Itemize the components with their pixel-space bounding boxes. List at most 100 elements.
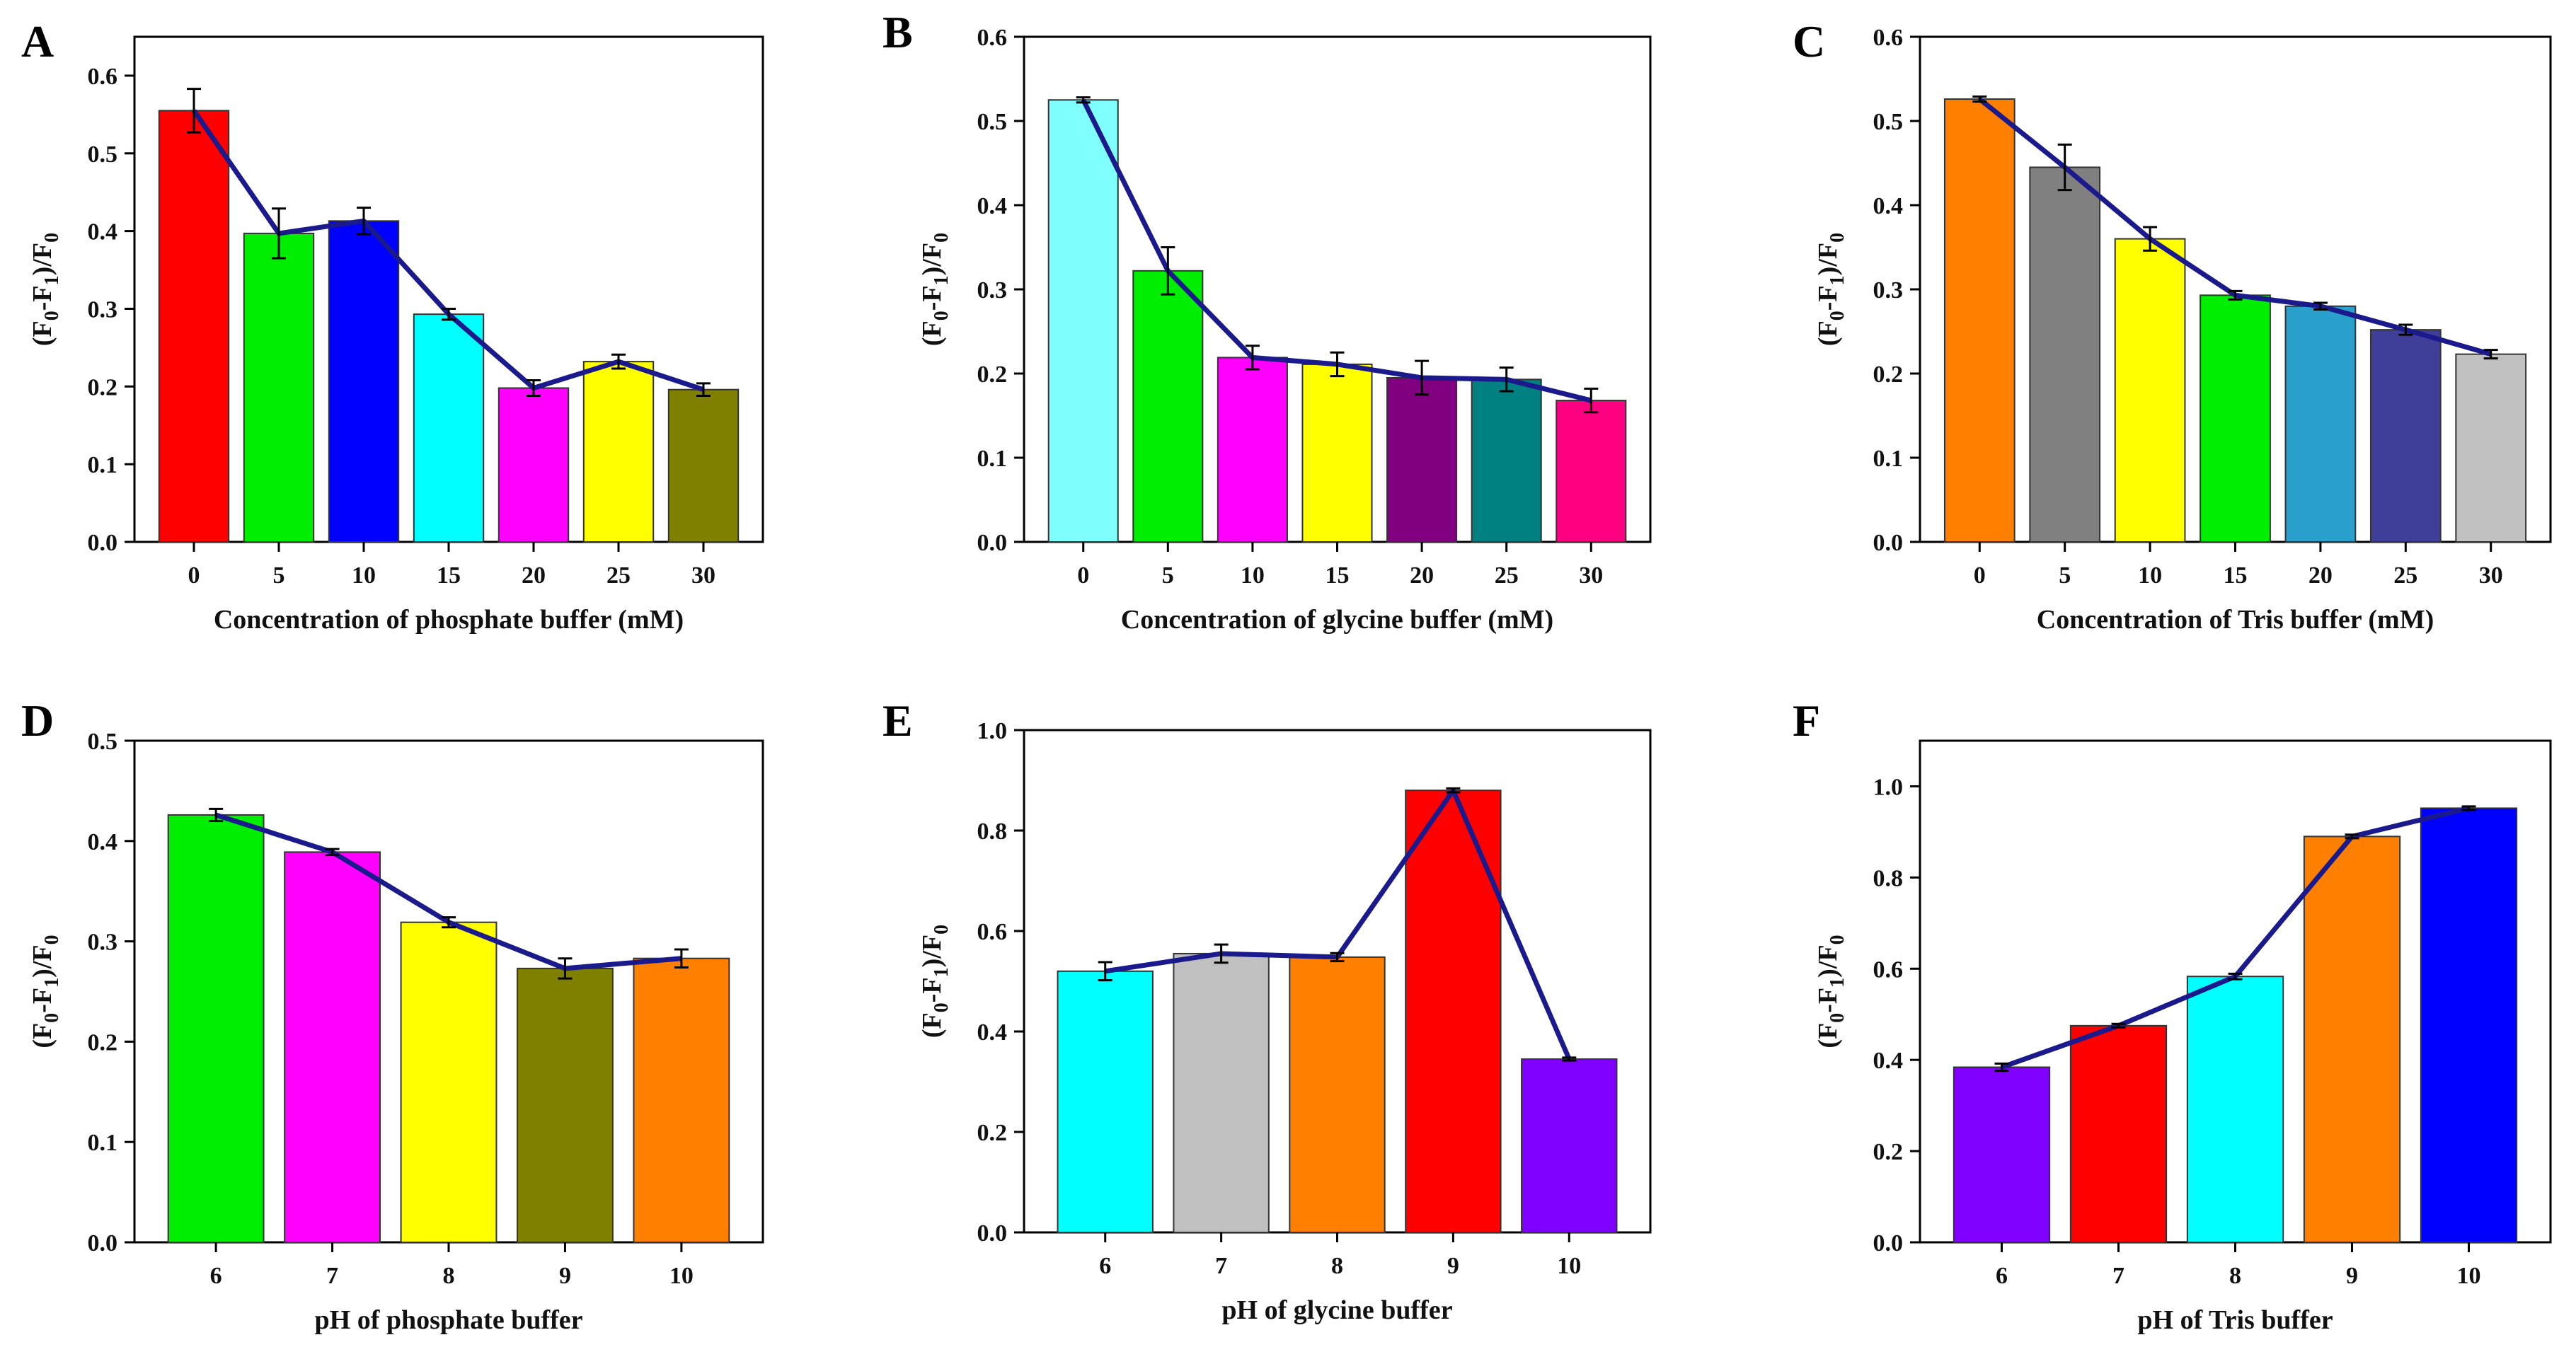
error-bar	[527, 379, 541, 397]
y-tick-label: 0.1	[88, 1130, 118, 1156]
y-tick-label: 0.0	[88, 1230, 118, 1256]
y-axis-label: (F0-F1)/F0	[1813, 935, 1848, 1048]
x-tick-label: 10	[669, 1263, 694, 1289]
bar-0	[1047, 99, 1119, 543]
x-tick-label: 6	[1099, 1253, 1111, 1279]
x-axis-label: Concentration of phosphate buffer (mM)	[214, 605, 684, 635]
x-tick-label: 30	[691, 562, 715, 589]
bar-15	[2200, 294, 2271, 543]
x-tick-label: 5	[1162, 562, 1174, 589]
error-bar	[2228, 289, 2243, 301]
bar-20	[498, 387, 570, 543]
chart-panel-c: C0.00.10.20.30.40.50.60 5 10 15 20 25 30Concen…	[1793, 16, 2552, 635]
error-bar	[442, 307, 456, 321]
bar-7	[1173, 952, 1270, 1233]
y-axis-label: (F0-F1)/F0	[28, 233, 63, 346]
bar-20	[1386, 376, 1458, 543]
x-axis-label: pH of Tris buffer	[2137, 1305, 2333, 1335]
error-bar	[558, 957, 573, 980]
y-tick-label: 0.8	[977, 819, 1008, 845]
y-tick-label: 0.6	[977, 919, 1008, 945]
error-bar	[1499, 366, 1514, 393]
y-tick-label: 0.0	[977, 530, 1008, 556]
y-label-subscript: 0	[931, 1002, 953, 1012]
bar-15	[413, 313, 485, 543]
y-tick-label: 0.1	[977, 446, 1008, 472]
y-tick-label: 0.2	[1873, 1139, 1904, 1165]
error-bar	[2461, 805, 2476, 811]
bar-0	[1943, 98, 2016, 543]
bar-6	[167, 814, 265, 1243]
y-label-text: )/F	[28, 243, 57, 275]
y-axis-label: (F0-F1)/F0	[1813, 233, 1848, 346]
bar-25	[1471, 378, 1542, 543]
y-tick-label: 0.0	[977, 1220, 1008, 1247]
bar-10	[633, 957, 730, 1244]
y-tick-label: 0.6	[1873, 956, 1904, 983]
panel-letter: C	[1793, 16, 1825, 67]
error-bar	[2228, 972, 2243, 981]
error-bar	[696, 382, 711, 397]
bar-5	[2029, 166, 2101, 543]
x-tick-label: 7	[2112, 1263, 2124, 1289]
y-tick-label: 0.3	[977, 277, 1008, 303]
error-bar	[1972, 95, 1987, 103]
x-tick-label: 6	[210, 1263, 222, 1289]
y-axis-label: (F0-F1)/F0	[917, 233, 953, 346]
y-tick-label: 0.2	[977, 362, 1008, 388]
x-axis-label: pH of phosphate buffer	[315, 1305, 583, 1335]
error-bar	[442, 916, 456, 929]
y-label-subscript: 0	[1827, 233, 1848, 243]
y-label-text: )/F	[1813, 944, 1843, 977]
y-tick-label: 0.2	[88, 374, 118, 400]
y-tick-label: 0.4	[977, 1019, 1008, 1046]
bar-8	[400, 921, 498, 1243]
y-tick-label: 0.4	[1873, 193, 1904, 219]
y-tick-label: 0.5	[88, 141, 118, 168]
y-label-text: (F	[917, 320, 947, 346]
x-tick-label: 30	[2479, 562, 2503, 589]
y-axis-label: (F0-F1)/F0	[28, 935, 63, 1048]
y-label-subscript: 0	[41, 1013, 63, 1023]
bar-8	[1289, 956, 1386, 1234]
error-bar	[1214, 943, 1229, 964]
error-bar	[1446, 787, 1461, 794]
bar-8	[2186, 976, 2284, 1243]
error-bar	[674, 948, 689, 969]
error-bar	[357, 207, 371, 236]
x-tick-label: 9	[559, 1263, 571, 1289]
y-tick-label: 0.2	[88, 1029, 118, 1056]
error-bar	[1098, 961, 1112, 982]
bar-9	[2303, 836, 2401, 1243]
y-tick-label: 0.3	[88, 930, 118, 956]
x-tick-label: 15	[1326, 562, 1350, 589]
x-tick-label: 10	[2457, 1263, 2481, 1289]
error-bar	[2111, 1022, 2126, 1029]
bar-5	[243, 232, 315, 543]
x-tick-label: 9	[1447, 1253, 1459, 1279]
y-tick-label: 1.0	[1873, 774, 1904, 800]
bar-15	[1301, 363, 1373, 543]
x-tick-label: 0	[1077, 562, 1089, 589]
x-tick-label: 20	[522, 562, 546, 589]
chart-panel-b: B0.00.10.20.30.40.50.60 5 10 15 20 25 30Concen…	[882, 7, 1652, 635]
y-label-text: -F	[917, 285, 947, 311]
x-tick-label: 10	[1241, 562, 1265, 589]
error-bar	[2057, 143, 2072, 192]
error-bar	[2345, 833, 2359, 840]
y-label-text: (F	[917, 1012, 947, 1038]
y-label-text: -F	[28, 988, 57, 1013]
bar-7	[284, 851, 381, 1243]
error-bar	[209, 807, 224, 822]
y-label-text: )/F	[1813, 243, 1843, 275]
x-tick-label: 6	[1996, 1263, 2008, 1289]
y-tick-label: 0.0	[1873, 530, 1904, 556]
x-tick-label: 8	[2229, 1263, 2241, 1289]
bar-10	[2114, 238, 2186, 543]
error-bar	[2313, 301, 2328, 311]
y-label-subscript: 0	[1827, 311, 1848, 320]
